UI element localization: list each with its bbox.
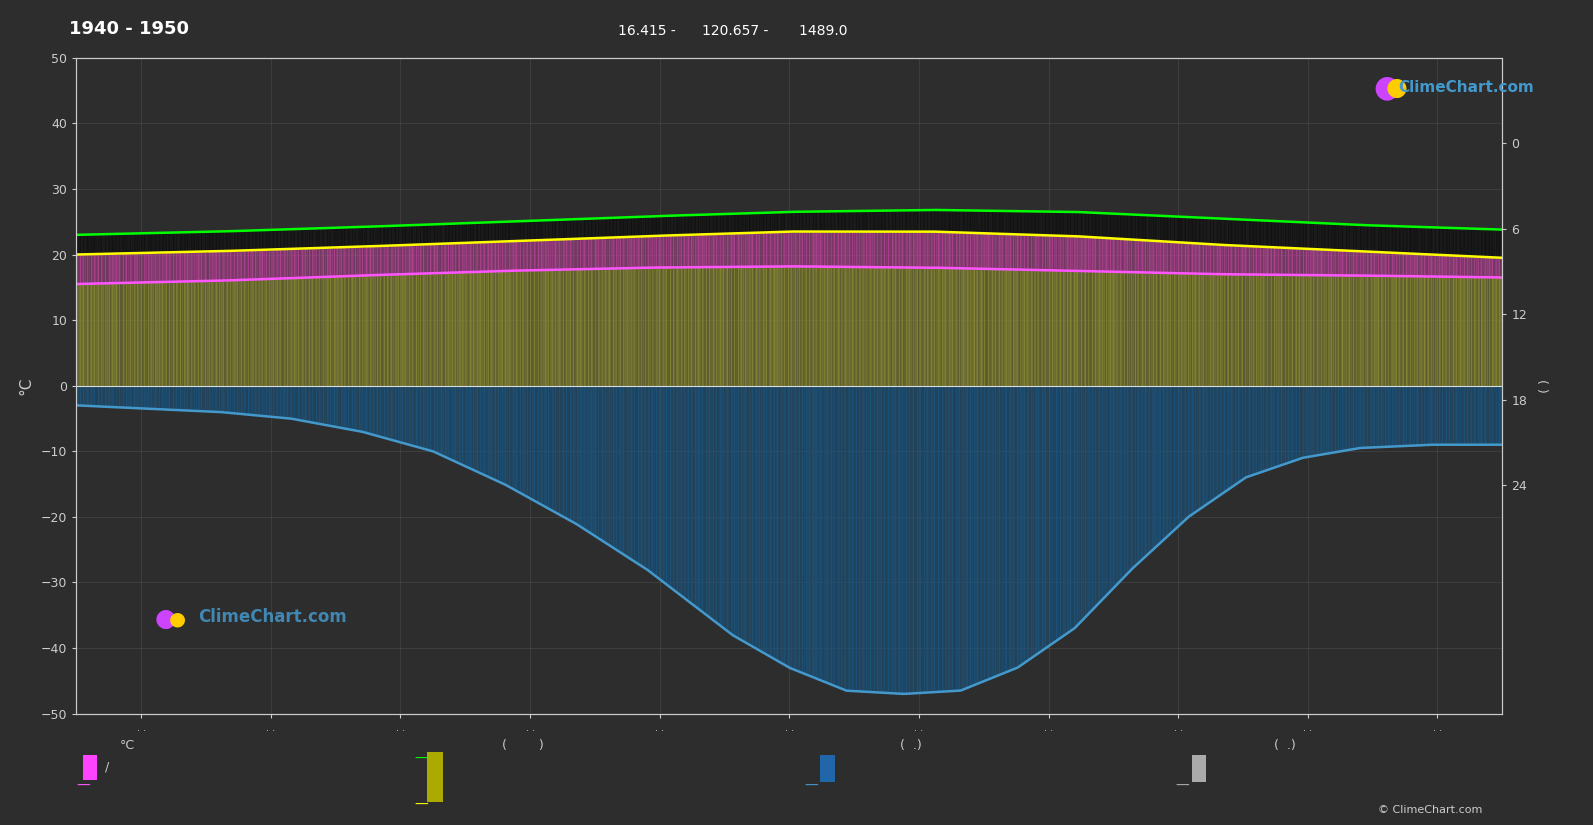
Text: 1940 - 1950: 1940 - 1950 bbox=[70, 20, 190, 38]
Text: ClimeChart.com: ClimeChart.com bbox=[198, 608, 346, 626]
Text: 16.415 -      120.657 -       1489.0: 16.415 - 120.657 - 1489.0 bbox=[618, 24, 847, 38]
Text: ●: ● bbox=[1373, 73, 1400, 103]
Text: ●: ● bbox=[155, 606, 177, 630]
Text: —: — bbox=[414, 752, 429, 766]
Text: (  .): ( .) bbox=[1274, 739, 1297, 752]
Text: ●: ● bbox=[169, 609, 186, 628]
Text: /: / bbox=[105, 761, 110, 774]
Text: (        ): ( ) bbox=[502, 739, 543, 752]
Text: ClimeChart.com: ClimeChart.com bbox=[1399, 80, 1534, 96]
Text: (  .): ( .) bbox=[900, 739, 922, 752]
Text: ●: ● bbox=[1386, 76, 1408, 101]
Text: © ClimeChart.com: © ClimeChart.com bbox=[1378, 804, 1483, 814]
Y-axis label: ( ): ( ) bbox=[1536, 379, 1548, 393]
Text: °C: °C bbox=[119, 739, 134, 752]
Text: —: — bbox=[804, 780, 819, 794]
Text: —: — bbox=[76, 780, 91, 794]
Text: —: — bbox=[1176, 780, 1190, 794]
Y-axis label: °C: °C bbox=[19, 376, 33, 395]
Text: —: — bbox=[414, 798, 429, 812]
